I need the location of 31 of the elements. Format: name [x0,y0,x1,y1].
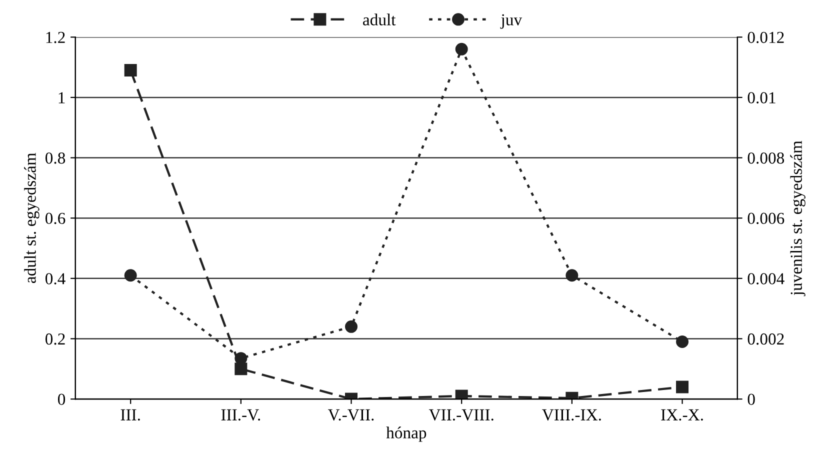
x-tick-label: V.-VII. [328,409,374,421]
y2-tick-label: 0.002 [748,333,784,345]
y2-tick-label: 0.012 [748,32,784,44]
y2-tick-label: 0.008 [748,152,784,164]
x-tick-label: III.-V. [221,409,260,421]
y2-axis-title: juvenilis st. egyedszám [790,140,806,296]
x-axis-title: hónap [386,426,426,442]
y-tick-label: 0.2 [46,333,65,345]
y-axis-title: adult st. egyedszám [24,152,40,283]
y-tick-label: 0.6 [46,212,66,224]
y-tick-label: 1 [58,92,65,104]
point [566,269,578,282]
x-tick-label: VIII.-IX. [542,409,601,421]
legend-label: juv [500,14,522,29]
x-tick-label: VII.-VIII. [428,409,494,421]
point [345,320,358,333]
x-tick-label: IX.-X. [661,409,703,421]
point [124,269,137,282]
y-tick-label: 0 [58,394,66,405]
y-tick-label: 0.8 [46,152,66,164]
point [455,42,468,56]
x-tick-label: III. [120,409,140,421]
y2-tick-label: 0 [748,394,755,405]
y-tick-label: 1.2 [46,32,65,44]
y2-tick-label: 0.006 [748,212,784,224]
y2-tick-label: 0.004 [748,273,784,284]
y2-tick-label: 0.01 [748,92,776,104]
point [124,64,137,77]
legend-label: adult [363,14,396,26]
point [676,335,689,348]
y-tick-label: 0.4 [46,273,66,284]
